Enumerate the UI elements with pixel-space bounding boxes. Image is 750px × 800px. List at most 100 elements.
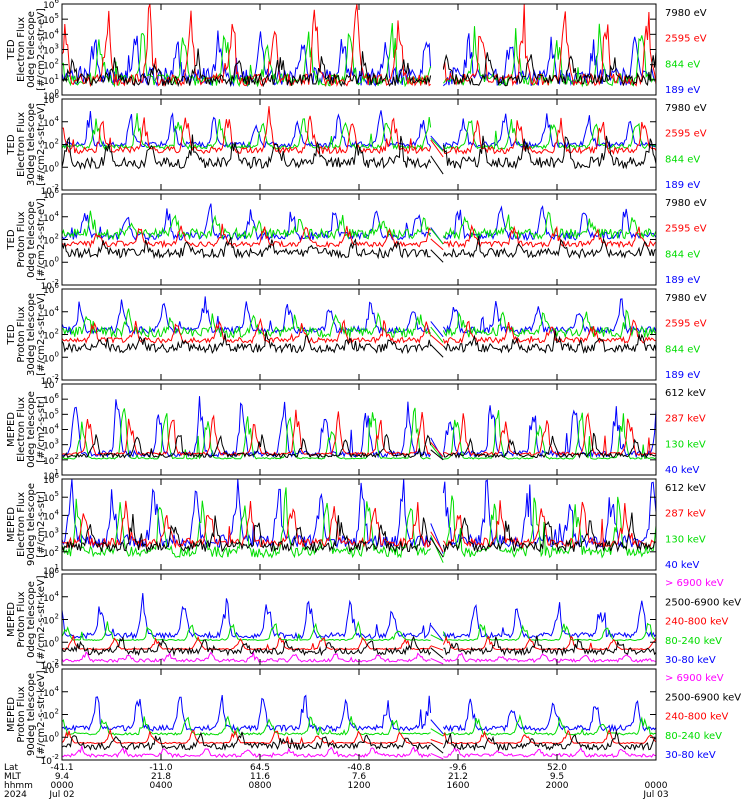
ytick-label: 104	[43, 210, 59, 224]
series-line	[62, 106, 656, 156]
time-tick-lat: -9.6	[449, 763, 467, 773]
gap-interp-line	[430, 139, 444, 158]
ylabel-line: [#/cm2-s-str]	[36, 491, 47, 558]
gap-interp-line	[430, 228, 444, 245]
legend-entry: 844 eV	[665, 344, 700, 355]
ytick-label: 10-2	[41, 278, 59, 292]
time-tick-hhmm: 1600	[447, 781, 470, 791]
ytick-label: 10-2	[41, 753, 59, 767]
series-line	[62, 223, 656, 249]
gap-interp-line	[430, 334, 444, 347]
gap-interp-line	[430, 537, 444, 558]
ylabel-line: [#/cm2-s-str-keV]	[36, 670, 47, 758]
series-traces	[62, 106, 656, 175]
legend-entry: 40 keV	[665, 560, 699, 571]
ylabel-line: MEPED	[6, 507, 17, 542]
ytick-label: 102	[43, 708, 59, 722]
ytick-label: 101	[43, 73, 59, 87]
series-line	[62, 330, 656, 355]
gap-interp-line	[430, 535, 444, 563]
ylabel-line: Proton Flux	[16, 591, 27, 647]
ytick-label: 106	[43, 282, 59, 296]
gap-interp-line	[430, 531, 444, 553]
ytick-label: 104	[43, 305, 59, 319]
legend-entry: 189 eV	[665, 370, 700, 381]
series-line	[62, 500, 656, 550]
series-line	[62, 110, 656, 149]
gap-interp-line	[430, 657, 444, 665]
time-row-label: Lat	[4, 763, 19, 773]
time-row-label: hhmm	[4, 781, 33, 791]
ytick-label: 104	[43, 590, 59, 604]
time-tick-mlt: 11.6	[250, 772, 270, 782]
ytick-label: 100	[43, 88, 59, 102]
ytick-label: 10-2	[41, 183, 59, 197]
panel-6: MEPEDElectron Flux90deg telescope[#/cm2-…	[6, 472, 706, 577]
series-line	[62, 210, 656, 241]
panel-ylabel: TEDElectron Flux0deg telescope[#/cm2-s-s…	[6, 8, 47, 91]
legend-entry: 7980 eV	[665, 103, 707, 114]
ylabel-line: Electron Flux	[16, 397, 27, 462]
panel-7: MEPEDProton Flux0deg telescope[#/cm2-s-s…	[6, 567, 741, 672]
panel-ylabel: TEDProton Flux30deg telescope[#/cm2-s-st…	[6, 293, 47, 376]
ylabel-line: TED	[6, 39, 17, 60]
ylabel-line: Proton Flux	[16, 686, 27, 742]
ytick-label: 101	[43, 468, 59, 482]
legend-entry: 612 keV	[665, 388, 706, 399]
series-line	[62, 396, 656, 459]
legend-entry: 30-80 keV	[665, 750, 716, 761]
legend-entry: > 6900 keV	[665, 673, 724, 684]
gap-interp-line	[430, 449, 444, 461]
series-line	[62, 487, 656, 559]
ytick-label: 106	[43, 0, 59, 11]
legend-entry: 30-80 keV	[665, 655, 716, 666]
series-traces	[62, 4, 656, 88]
ytick-label: 106	[43, 92, 59, 106]
panel-ylabel: TEDProton Flux0deg telescope[#/cm2-s-str…	[6, 198, 47, 281]
gap-interp-line	[430, 137, 444, 152]
ytick-label: 100	[43, 255, 59, 269]
panel-5: MEPEDElectron Flux0deg telescope[#/cm2-s…	[6, 377, 706, 482]
ytick-label: 105	[43, 12, 59, 26]
time-tick-hhmm: 0000	[51, 781, 74, 791]
time-tick-mlt: 21.2	[448, 772, 468, 782]
series-line	[62, 134, 656, 171]
ylabel-line: [#/cm2-s-str-eV]	[36, 8, 47, 91]
time-tick-date: Jul 02	[48, 790, 74, 800]
panel-stack: TEDElectron Flux0deg telescope[#/cm2-s-s…	[6, 0, 741, 767]
series-traces	[62, 396, 656, 461]
ytick-label: 106	[43, 472, 59, 486]
gap-interp-line	[430, 135, 444, 151]
ylabel-line: MEPED	[6, 412, 17, 447]
legend-entry: 844 eV	[665, 154, 700, 165]
series-line	[62, 479, 656, 549]
ylabel-line: MEPED	[6, 697, 17, 732]
ytick-label: 10-2	[41, 658, 59, 672]
series-line	[62, 113, 656, 151]
legend-entry: 2595 eV	[665, 319, 707, 330]
gap-interp-line	[430, 442, 444, 458]
panel-frame	[61, 383, 657, 476]
time-tick-lat: -41.1	[50, 763, 73, 773]
ylabel-line: [#/cm2-s-str-keV]	[36, 575, 47, 663]
legend-entry: 130 keV	[665, 534, 706, 545]
time-tick-mlt: 9.5	[550, 772, 564, 782]
time-tick-hhmm: 0000	[645, 781, 668, 791]
gap-interp-line	[430, 728, 444, 737]
panel-8: MEPEDProton Flux90deg telescope[#/cm2-s-…	[6, 662, 741, 767]
ytick-label: 105	[43, 407, 59, 421]
time-row-label: 2024	[4, 790, 27, 800]
ytick-label: 106	[43, 662, 59, 676]
ytick-label: 10-2	[41, 373, 59, 387]
panel-4: TEDProton Flux30deg telescope[#/cm2-s-st…	[6, 282, 707, 387]
legend-entry: 130 keV	[665, 439, 706, 450]
time-tick-mlt: 7.6	[352, 772, 367, 782]
time-tick-hhmm: 0800	[249, 781, 272, 791]
ylabel-line: 30deg telescope	[26, 293, 37, 376]
ylabel-line: 30deg telescope	[26, 103, 37, 186]
legend-entry: > 6900 keV	[665, 578, 724, 589]
series-line	[62, 317, 656, 345]
series-traces	[62, 296, 656, 358]
ylabel-line: Electron Flux	[16, 112, 27, 177]
